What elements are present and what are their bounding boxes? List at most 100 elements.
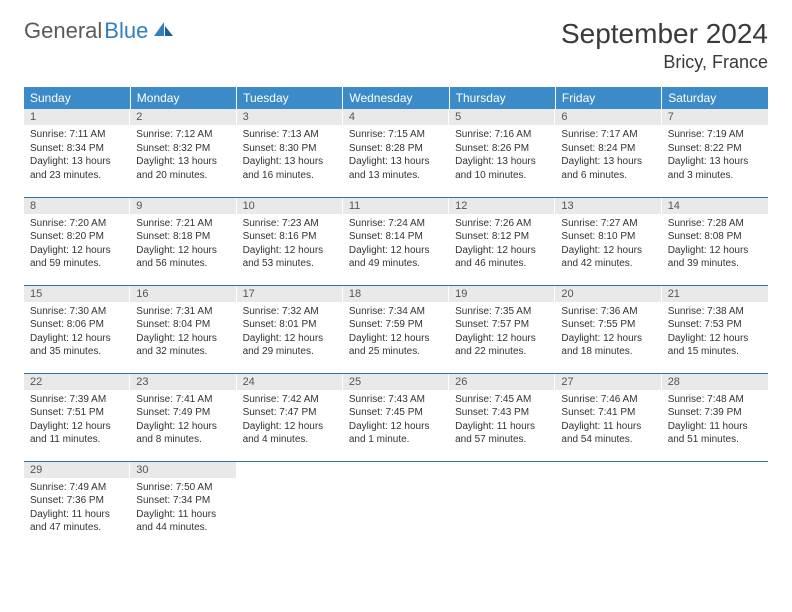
- calendar-day-cell: 24Sunrise: 7:42 AMSunset: 7:47 PMDayligh…: [237, 373, 343, 461]
- day-body: Sunrise: 7:16 AMSunset: 8:26 PMDaylight:…: [449, 125, 555, 188]
- sunset-text: Sunset: 8:22 PM: [668, 142, 762, 156]
- sunset-text: Sunset: 8:16 PM: [243, 230, 337, 244]
- daylight-text: Daylight: 12 hours and 59 minutes.: [30, 244, 124, 271]
- sunset-text: Sunset: 8:14 PM: [349, 230, 443, 244]
- day-number: 11: [343, 198, 449, 214]
- calendar-day-cell: 2Sunrise: 7:12 AMSunset: 8:32 PMDaylight…: [130, 109, 236, 197]
- sunrise-text: Sunrise: 7:46 AM: [561, 393, 655, 407]
- weekday-header: Friday: [555, 87, 661, 109]
- day-body: Sunrise: 7:28 AMSunset: 8:08 PMDaylight:…: [662, 214, 768, 277]
- logo-word1: General: [24, 18, 102, 44]
- calendar-day-cell: .: [449, 461, 555, 549]
- day-number: 18: [343, 286, 449, 302]
- day-body: Sunrise: 7:50 AMSunset: 7:34 PMDaylight:…: [130, 478, 236, 541]
- calendar-day-cell: 26Sunrise: 7:45 AMSunset: 7:43 PMDayligh…: [449, 373, 555, 461]
- calendar-day-cell: 18Sunrise: 7:34 AMSunset: 7:59 PMDayligh…: [343, 285, 449, 373]
- sunrise-text: Sunrise: 7:30 AM: [30, 305, 124, 319]
- calendar-day-cell: 17Sunrise: 7:32 AMSunset: 8:01 PMDayligh…: [237, 285, 343, 373]
- sunrise-text: Sunrise: 7:50 AM: [136, 481, 230, 495]
- daylight-text: Daylight: 13 hours and 16 minutes.: [243, 155, 337, 182]
- weekday-header: Saturday: [662, 87, 768, 109]
- daylight-text: Daylight: 13 hours and 6 minutes.: [561, 155, 655, 182]
- calendar-day-cell: 21Sunrise: 7:38 AMSunset: 7:53 PMDayligh…: [662, 285, 768, 373]
- sunrise-text: Sunrise: 7:27 AM: [561, 217, 655, 231]
- day-number: 30: [130, 462, 236, 478]
- sunset-text: Sunset: 8:12 PM: [455, 230, 549, 244]
- day-body: Sunrise: 7:48 AMSunset: 7:39 PMDaylight:…: [662, 390, 768, 453]
- sunrise-text: Sunrise: 7:42 AM: [243, 393, 337, 407]
- sunrise-text: Sunrise: 7:11 AM: [30, 128, 124, 142]
- sunset-text: Sunset: 8:26 PM: [455, 142, 549, 156]
- daylight-text: Daylight: 11 hours and 57 minutes.: [455, 420, 549, 447]
- day-body: Sunrise: 7:11 AMSunset: 8:34 PMDaylight:…: [24, 125, 130, 188]
- day-body: Sunrise: 7:49 AMSunset: 7:36 PMDaylight:…: [24, 478, 130, 541]
- day-body: Sunrise: 7:43 AMSunset: 7:45 PMDaylight:…: [343, 390, 449, 453]
- calendar-day-cell: 28Sunrise: 7:48 AMSunset: 7:39 PMDayligh…: [662, 373, 768, 461]
- day-number: 27: [555, 374, 661, 390]
- calendar-day-cell: 19Sunrise: 7:35 AMSunset: 7:57 PMDayligh…: [449, 285, 555, 373]
- day-body: Sunrise: 7:13 AMSunset: 8:30 PMDaylight:…: [237, 125, 343, 188]
- day-number: 12: [449, 198, 555, 214]
- day-body: Sunrise: 7:15 AMSunset: 8:28 PMDaylight:…: [343, 125, 449, 188]
- daylight-text: Daylight: 12 hours and 42 minutes.: [561, 244, 655, 271]
- day-number: 5: [449, 109, 555, 125]
- daylight-text: Daylight: 12 hours and 29 minutes.: [243, 332, 337, 359]
- sunset-text: Sunset: 8:28 PM: [349, 142, 443, 156]
- day-number: 23: [130, 374, 236, 390]
- calendar-week-row: 29Sunrise: 7:49 AMSunset: 7:36 PMDayligh…: [24, 461, 768, 549]
- sunset-text: Sunset: 7:45 PM: [349, 406, 443, 420]
- calendar-day-cell: .: [662, 461, 768, 549]
- calendar-day-cell: 7Sunrise: 7:19 AMSunset: 8:22 PMDaylight…: [662, 109, 768, 197]
- daylight-text: Daylight: 12 hours and 22 minutes.: [455, 332, 549, 359]
- sunrise-text: Sunrise: 7:13 AM: [243, 128, 337, 142]
- sunset-text: Sunset: 7:39 PM: [668, 406, 762, 420]
- sunrise-text: Sunrise: 7:43 AM: [349, 393, 443, 407]
- weekday-header: Monday: [130, 87, 236, 109]
- sunrise-text: Sunrise: 7:49 AM: [30, 481, 124, 495]
- daylight-text: Daylight: 12 hours and 49 minutes.: [349, 244, 443, 271]
- day-number: 16: [130, 286, 236, 302]
- daylight-text: Daylight: 12 hours and 1 minute.: [349, 420, 443, 447]
- daylight-text: Daylight: 11 hours and 54 minutes.: [561, 420, 655, 447]
- sunrise-text: Sunrise: 7:38 AM: [668, 305, 762, 319]
- title-block: September 2024 Bricy, France: [561, 18, 768, 73]
- day-body: Sunrise: 7:39 AMSunset: 7:51 PMDaylight:…: [24, 390, 130, 453]
- daylight-text: Daylight: 11 hours and 44 minutes.: [136, 508, 230, 535]
- day-body: Sunrise: 7:21 AMSunset: 8:18 PMDaylight:…: [130, 214, 236, 277]
- month-title: September 2024: [561, 18, 768, 50]
- day-body: Sunrise: 7:45 AMSunset: 7:43 PMDaylight:…: [449, 390, 555, 453]
- sunrise-text: Sunrise: 7:21 AM: [136, 217, 230, 231]
- calendar-day-cell: 16Sunrise: 7:31 AMSunset: 8:04 PMDayligh…: [130, 285, 236, 373]
- day-number: 3: [237, 109, 343, 125]
- daylight-text: Daylight: 12 hours and 46 minutes.: [455, 244, 549, 271]
- day-body: Sunrise: 7:30 AMSunset: 8:06 PMDaylight:…: [24, 302, 130, 365]
- day-number: 4: [343, 109, 449, 125]
- location: Bricy, France: [561, 52, 768, 73]
- calendar-day-cell: 3Sunrise: 7:13 AMSunset: 8:30 PMDaylight…: [237, 109, 343, 197]
- daylight-text: Daylight: 13 hours and 13 minutes.: [349, 155, 443, 182]
- calendar-day-cell: 20Sunrise: 7:36 AMSunset: 7:55 PMDayligh…: [555, 285, 661, 373]
- day-body: Sunrise: 7:20 AMSunset: 8:20 PMDaylight:…: [24, 214, 130, 277]
- daylight-text: Daylight: 13 hours and 23 minutes.: [30, 155, 124, 182]
- day-number: 14: [662, 198, 768, 214]
- daylight-text: Daylight: 13 hours and 20 minutes.: [136, 155, 230, 182]
- day-number: 25: [343, 374, 449, 390]
- sunset-text: Sunset: 8:24 PM: [561, 142, 655, 156]
- sunrise-text: Sunrise: 7:34 AM: [349, 305, 443, 319]
- day-number: 20: [555, 286, 661, 302]
- day-number: 15: [24, 286, 130, 302]
- daylight-text: Daylight: 12 hours and 8 minutes.: [136, 420, 230, 447]
- calendar-day-cell: 25Sunrise: 7:43 AMSunset: 7:45 PMDayligh…: [343, 373, 449, 461]
- calendar-day-cell: 27Sunrise: 7:46 AMSunset: 7:41 PMDayligh…: [555, 373, 661, 461]
- calendar-day-cell: 10Sunrise: 7:23 AMSunset: 8:16 PMDayligh…: [237, 197, 343, 285]
- daylight-text: Daylight: 12 hours and 53 minutes.: [243, 244, 337, 271]
- calendar-day-cell: 13Sunrise: 7:27 AMSunset: 8:10 PMDayligh…: [555, 197, 661, 285]
- sunset-text: Sunset: 7:51 PM: [30, 406, 124, 420]
- sunset-text: Sunset: 8:30 PM: [243, 142, 337, 156]
- day-number: 9: [130, 198, 236, 214]
- calendar-day-cell: .: [343, 461, 449, 549]
- sunrise-text: Sunrise: 7:17 AM: [561, 128, 655, 142]
- header: GeneralBlue September 2024 Bricy, France: [24, 18, 768, 73]
- calendar-day-cell: 5Sunrise: 7:16 AMSunset: 8:26 PMDaylight…: [449, 109, 555, 197]
- day-body: Sunrise: 7:35 AMSunset: 7:57 PMDaylight:…: [449, 302, 555, 365]
